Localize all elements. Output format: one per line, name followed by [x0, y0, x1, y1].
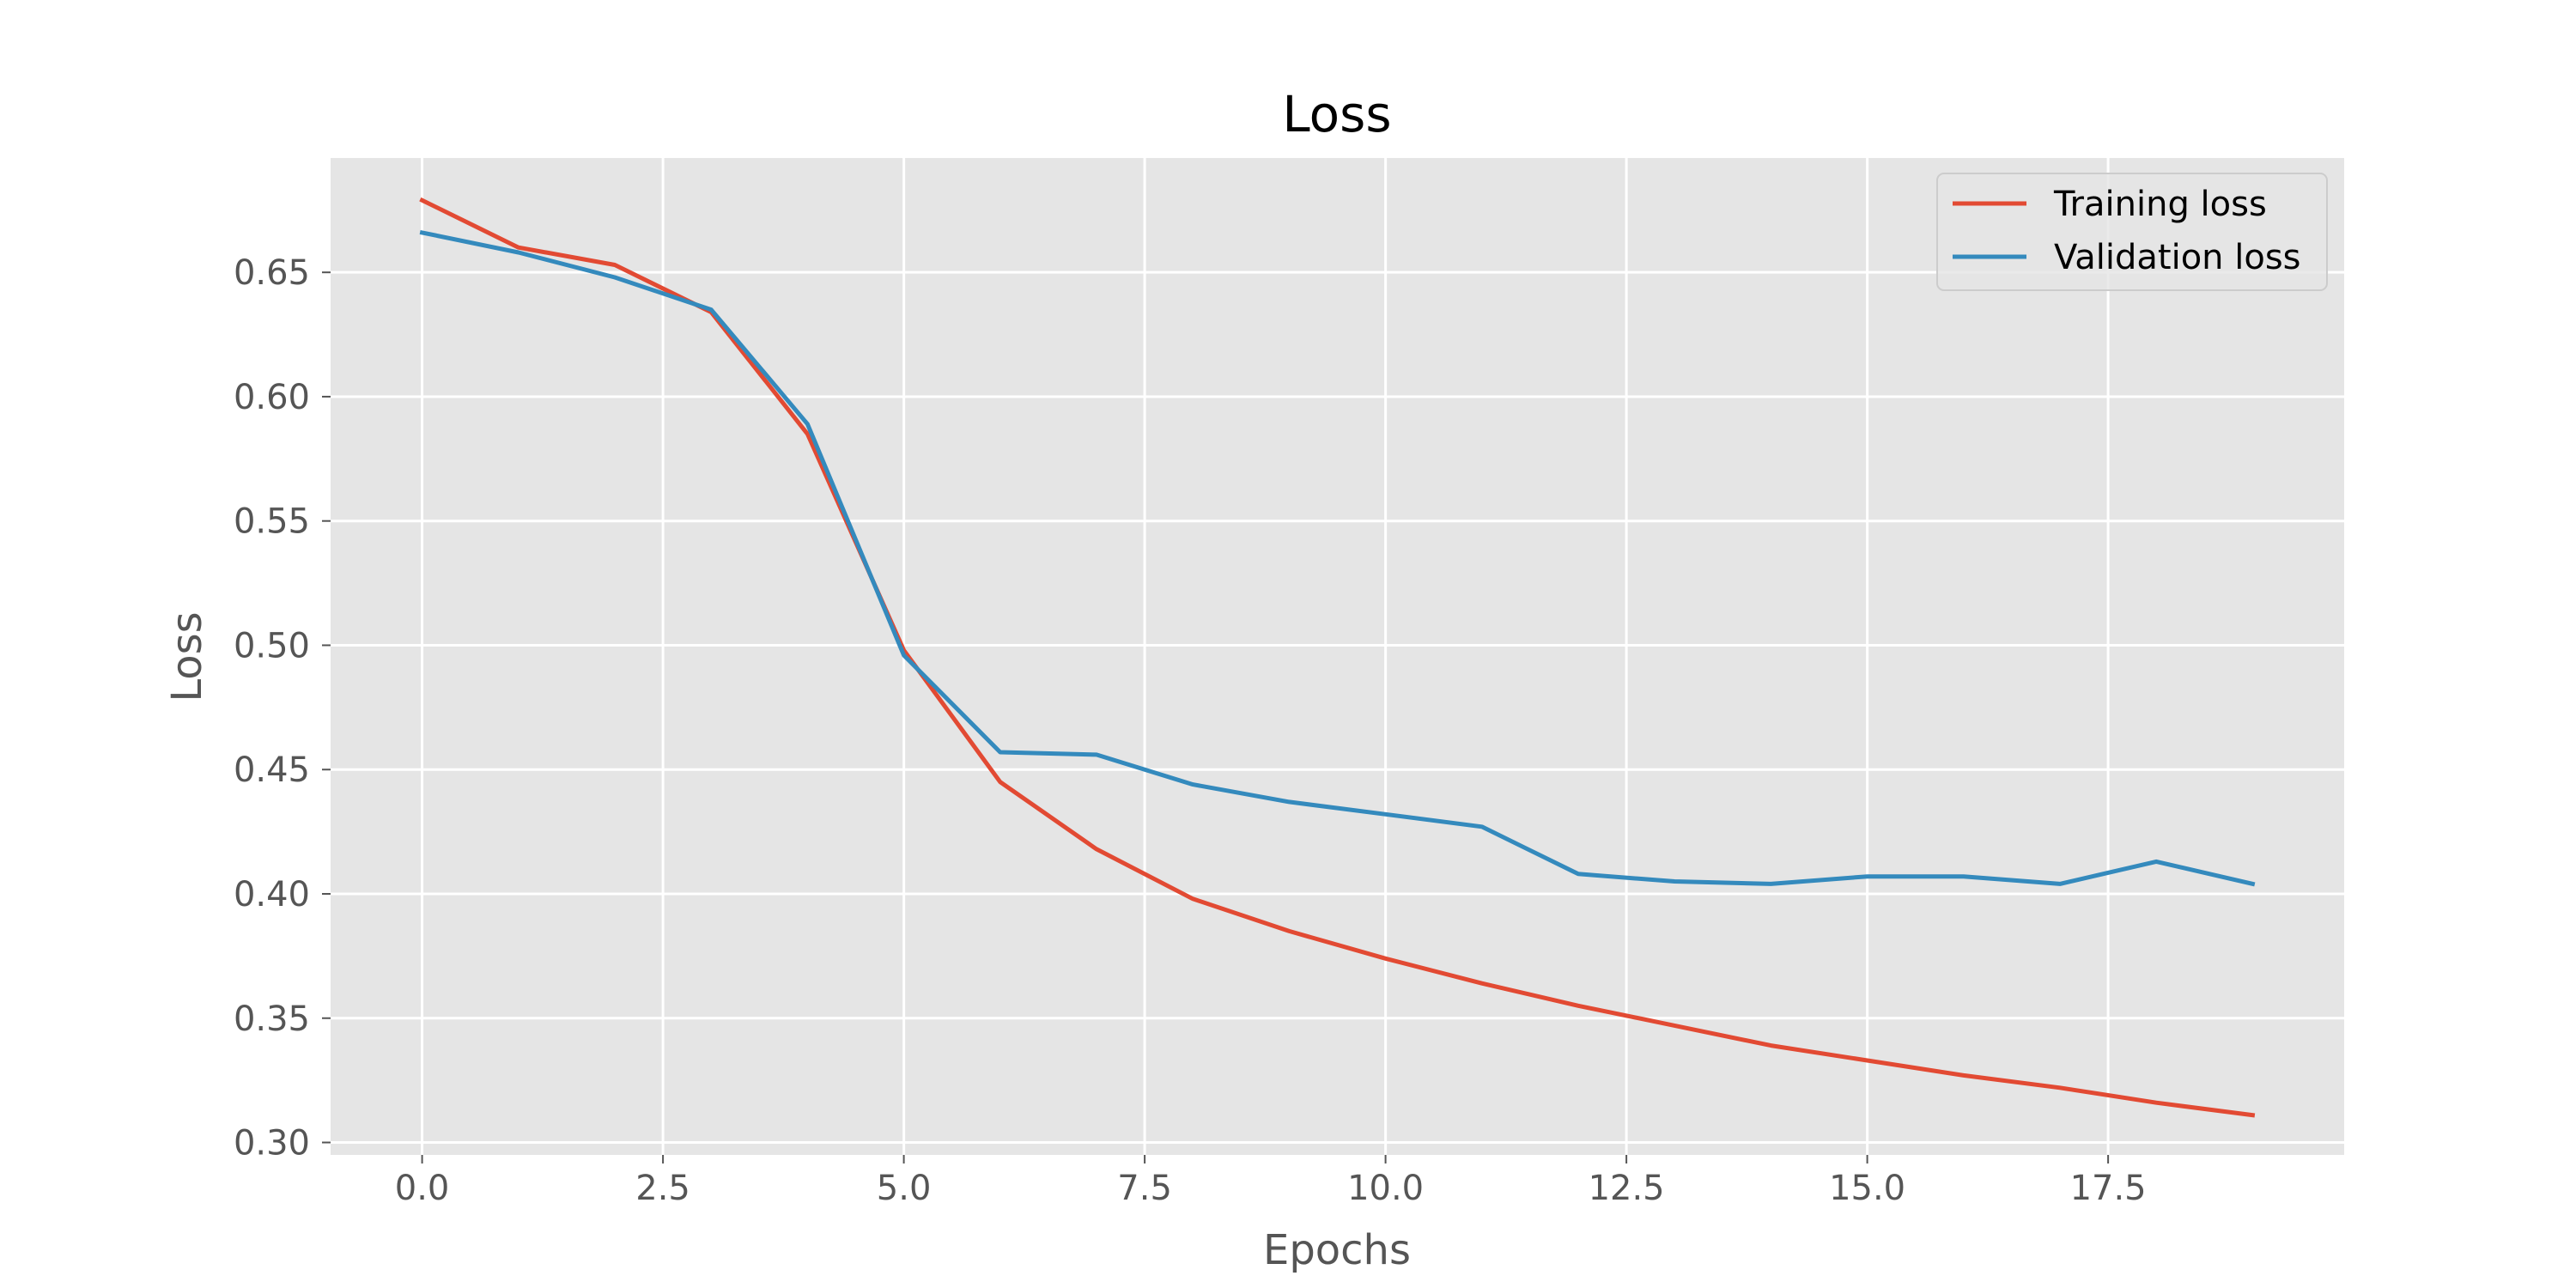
series-line-validation-loss	[419, 229, 2256, 887]
x-tick-label: 0.0	[395, 1169, 450, 1208]
y-tick-label: 0.45	[234, 750, 310, 790]
x-tick-label: 2.5	[635, 1169, 690, 1208]
y-tick-label: 0.35	[234, 999, 310, 1039]
axes: 0.0 2.5 5.0 7.5 10.0 12.5 15.0 17.5 0.30 0.35 0.40…	[234, 253, 2147, 1208]
y-tick-label: 0.65	[234, 253, 310, 293]
x-tick-label: 17.5	[2070, 1169, 2147, 1208]
legend: Training loss Validation loss	[1936, 173, 2328, 291]
legend-label: Validation loss	[2054, 238, 2301, 277]
series-line-training-loss	[419, 197, 2256, 1118]
legend-label: Training loss	[2053, 185, 2267, 224]
y-tick-label: 0.50	[234, 626, 310, 665]
legend-box	[1936, 173, 2328, 291]
plot-area	[331, 158, 2344, 1155]
y-tick-label: 0.40	[234, 875, 310, 914]
y-tick-label: 0.55	[234, 502, 310, 542]
chart-title: Loss	[1282, 85, 1391, 143]
x-axis-label: Epochs	[1263, 1226, 1411, 1274]
x-tick-label: 7.5	[1117, 1169, 1172, 1208]
y-tick-label: 0.30	[234, 1124, 310, 1163]
grid	[331, 158, 2344, 1155]
x-tick-label: 12.5	[1589, 1169, 1665, 1208]
x-tick-label: 5.0	[877, 1169, 932, 1208]
series-lines	[419, 197, 2256, 1118]
x-tick-label: 15.0	[1829, 1169, 1905, 1208]
x-tick-label: 10.0	[1347, 1169, 1424, 1208]
y-tick-label: 0.60	[234, 378, 310, 417]
y-axis-label: Loss	[163, 611, 211, 702]
